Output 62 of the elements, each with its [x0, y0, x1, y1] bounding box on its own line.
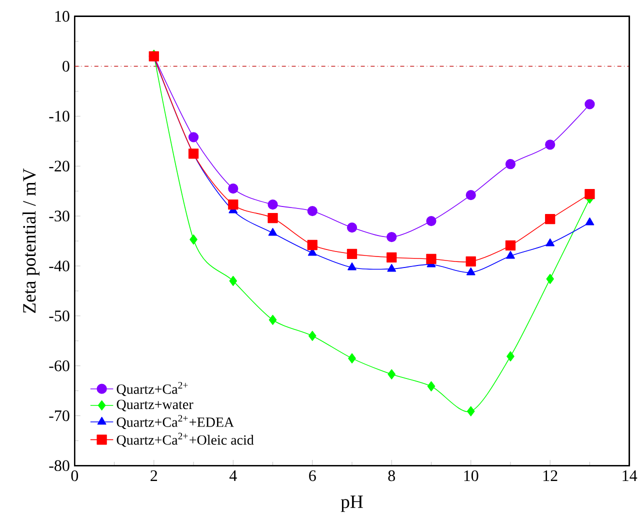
x-tick-label: 8 [388, 470, 396, 482]
point [386, 232, 397, 242]
point [584, 189, 595, 200]
point [466, 190, 476, 200]
point [426, 254, 436, 264]
y-tick-label: -20 [49, 160, 70, 172]
point [308, 330, 316, 341]
point [506, 250, 515, 259]
point [546, 238, 555, 246]
x-tick-label: 4 [229, 470, 237, 481]
legend-label: Quartz+Ca$^{2+}$+Oleic acid [116, 432, 254, 447]
point [387, 264, 396, 272]
point [388, 369, 396, 380]
x-tick-label: 10 [464, 470, 478, 482]
legend-label: Quartz+water [116, 400, 194, 412]
y-tick-label: -50 [49, 310, 70, 322]
x-tick-label: 6 [309, 470, 316, 482]
point [585, 217, 594, 226]
point [268, 199, 278, 210]
point [348, 262, 356, 270]
y-tick-label: -80 [49, 460, 70, 472]
point [346, 222, 358, 233]
point [188, 132, 199, 142]
point [466, 267, 476, 276]
point [190, 234, 198, 245]
point [228, 199, 238, 210]
legend-label: Quartz+Ca$^{2+}$+EDEA [116, 415, 234, 430]
x-tick-label: 2 [150, 470, 158, 481]
x-tick-label: 0 [71, 470, 78, 482]
x-tick-label: 14 [622, 470, 638, 481]
point [346, 248, 358, 260]
y-axis-title: Zeta potential / mV [22, 168, 40, 313]
point [307, 240, 318, 250]
point [268, 314, 277, 325]
point [466, 406, 475, 416]
x-axis-title: pH [340, 496, 363, 512]
point [268, 228, 278, 236]
point [505, 159, 516, 170]
point [546, 274, 554, 284]
point [307, 206, 318, 216]
point [545, 214, 556, 224]
point [348, 353, 356, 364]
y-tick-label: -60 [49, 360, 70, 372]
point [466, 256, 476, 267]
point [229, 276, 238, 286]
y-tick-label: -30 [49, 210, 70, 222]
y-tick-label: 0 [62, 60, 70, 72]
point [268, 212, 278, 224]
x-tick-label: 12 [544, 470, 558, 481]
point [545, 140, 556, 150]
y-tick-label: -70 [49, 410, 70, 422]
y-tick-label: 10 [55, 10, 70, 22]
y-tick-label: -10 [49, 110, 70, 122]
point [386, 252, 397, 263]
y-tick-label: -40 [49, 260, 70, 272]
point [506, 351, 514, 362]
point [427, 381, 436, 392]
point [426, 216, 436, 226]
point [584, 99, 595, 110]
point [228, 184, 238, 194]
point [505, 240, 516, 251]
legend-label: Quartz+Ca$^{2+}$ [116, 382, 188, 396]
